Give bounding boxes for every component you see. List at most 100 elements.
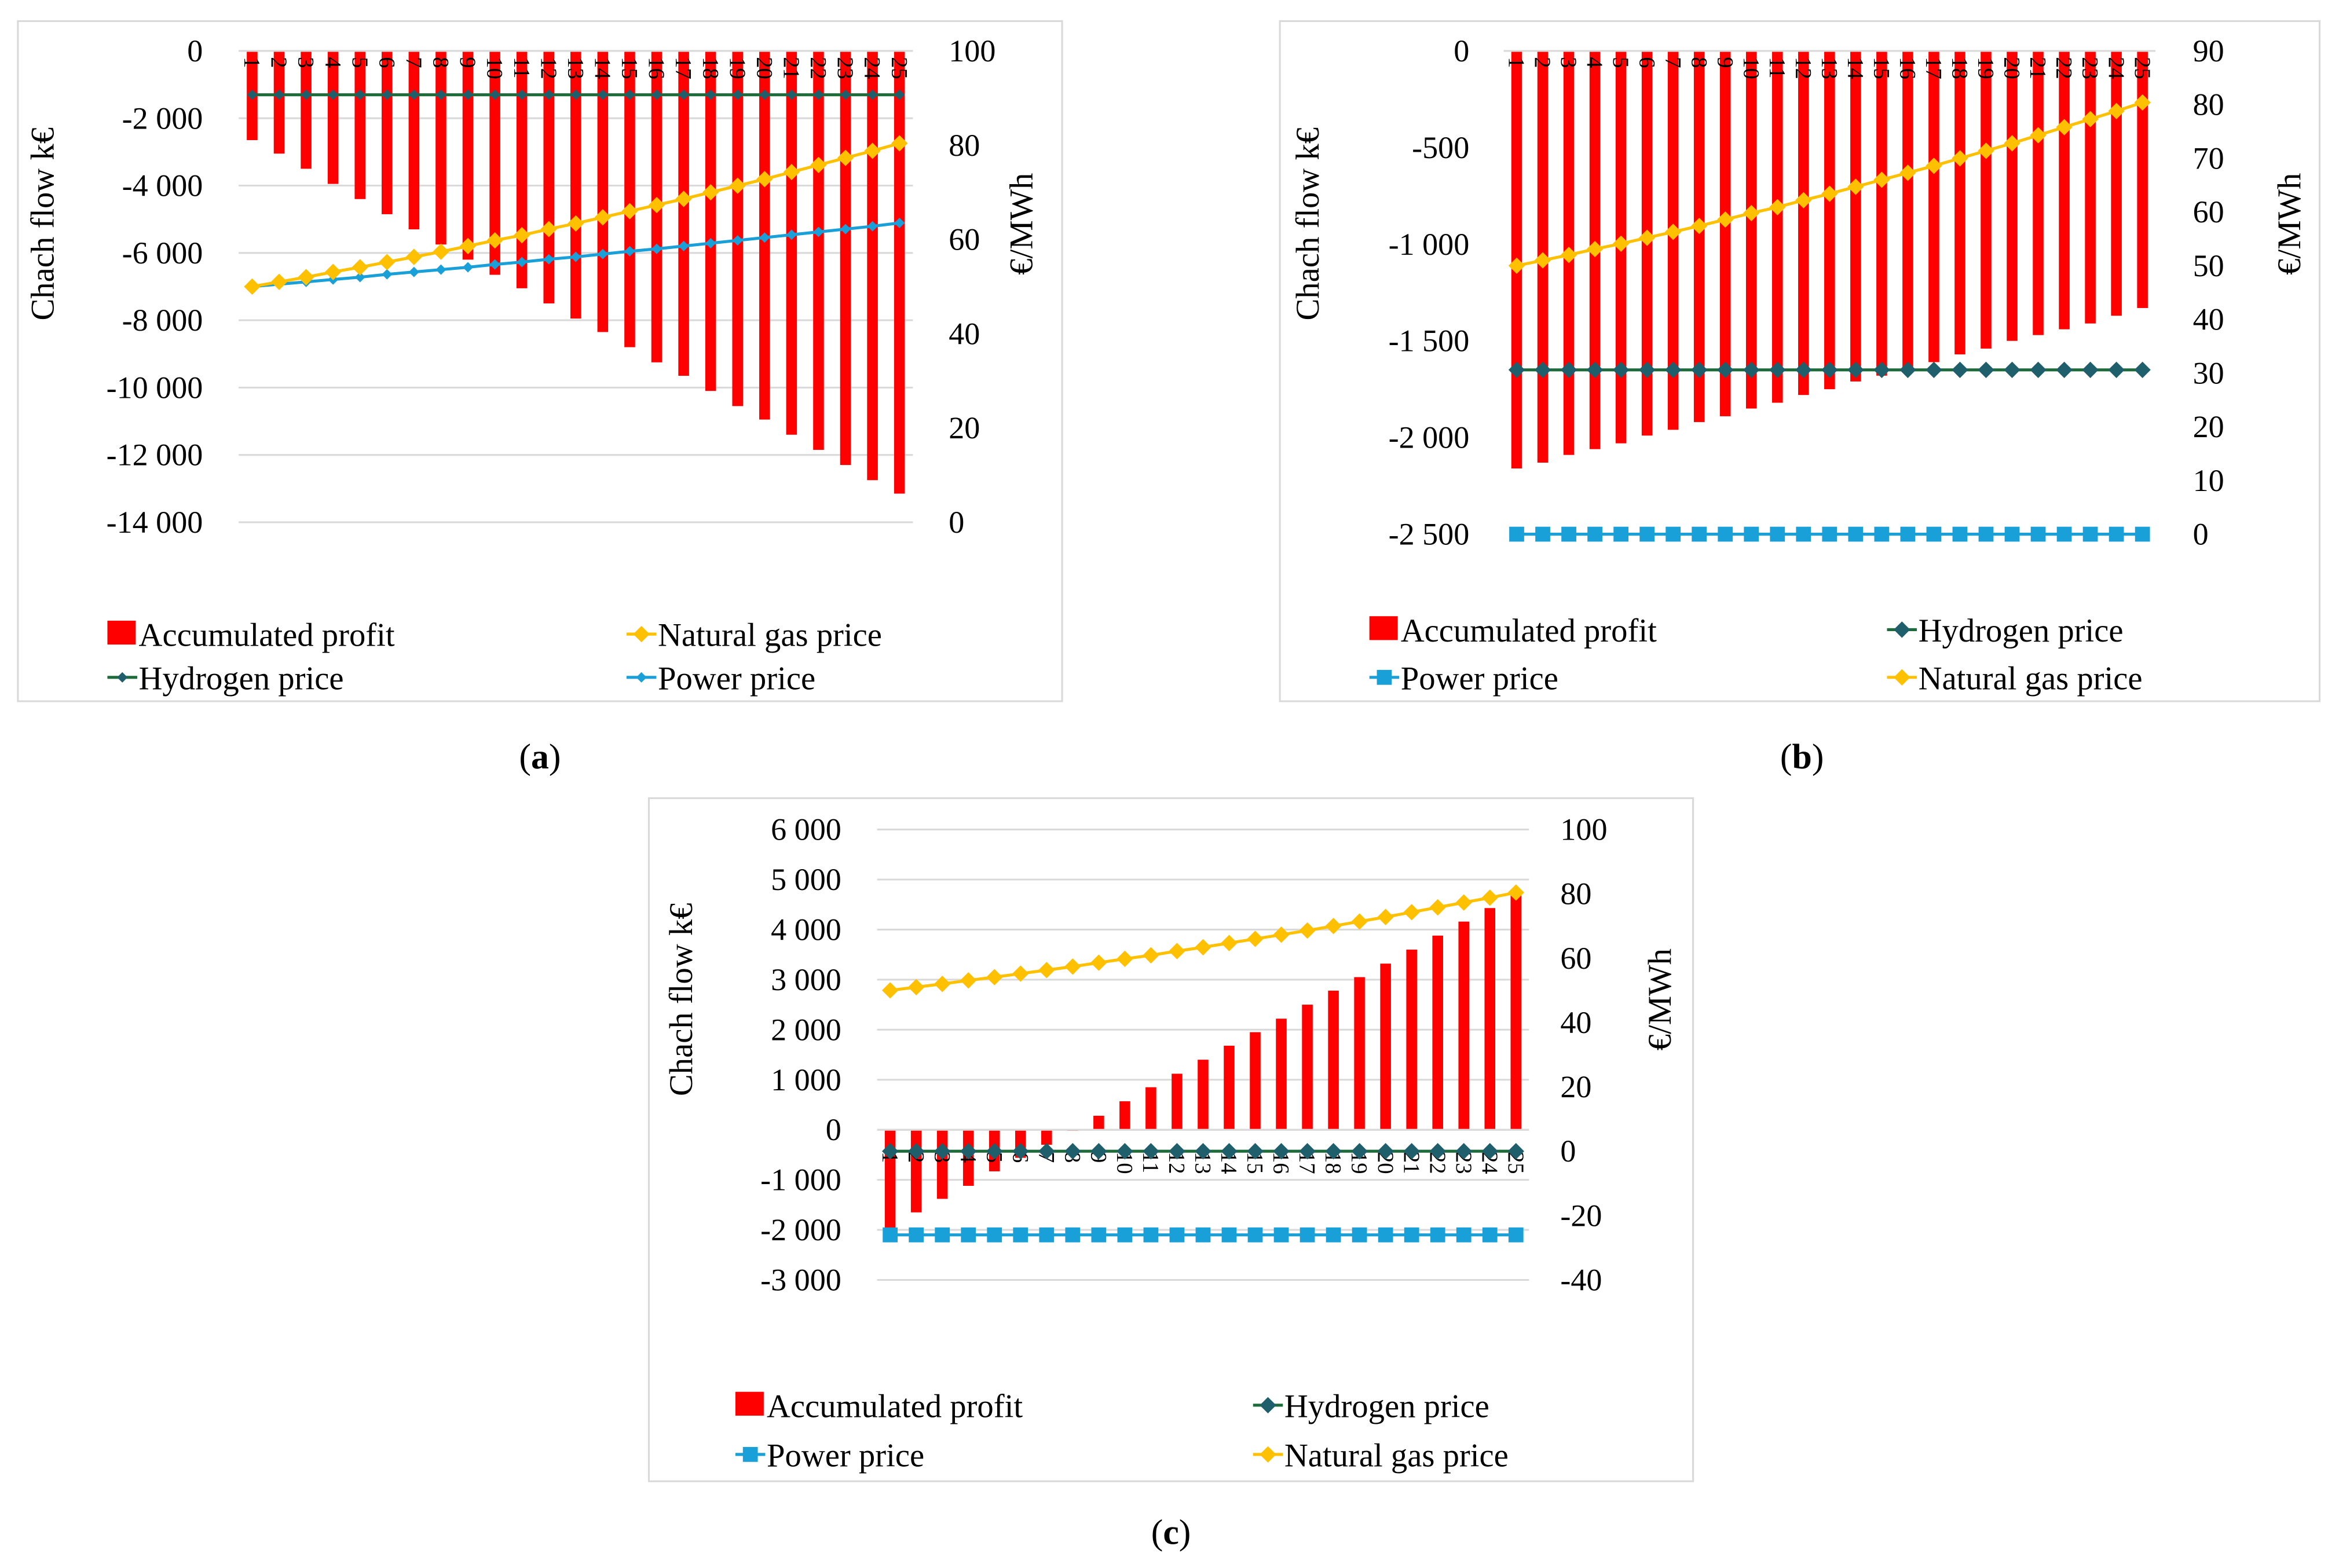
caption-paren: (	[519, 737, 531, 776]
bar-0-10	[1745, 50, 1757, 409]
bar-0-20	[2007, 50, 2018, 341]
legend-item: Accumulated profit	[107, 618, 395, 654]
legend-label: Hydrogen price	[1284, 1389, 1489, 1424]
bar-0-11	[516, 50, 528, 288]
bar-0-5	[354, 50, 365, 199]
category-label: 16	[1895, 57, 1920, 79]
point-1-6	[382, 89, 393, 100]
point-2-16	[1900, 526, 1916, 542]
point-1-18	[705, 89, 716, 100]
point-3-8	[1691, 218, 1708, 235]
legend-item: Power price	[1369, 661, 1558, 697]
point-2-22	[1430, 1227, 1445, 1243]
point-1-9	[1090, 1143, 1107, 1160]
point-2-4	[1587, 526, 1602, 542]
category-label: 20	[2000, 57, 2024, 79]
category-label: 7	[1660, 57, 1685, 68]
left-tick-label: 5 000	[771, 862, 841, 897]
point-3-17	[1926, 157, 1942, 174]
category-label: 5	[1608, 57, 1632, 68]
bar-0-18	[1954, 50, 1965, 355]
category-label: 3	[294, 57, 318, 68]
point-3-22	[810, 156, 827, 174]
chart-frame	[647, 797, 1694, 1482]
point-1-14	[597, 89, 608, 100]
point-1-20	[1377, 1143, 1394, 1160]
point-3-15	[1873, 171, 1890, 188]
right-tick-label: 60	[1560, 941, 1591, 976]
bar-0-23	[1458, 921, 1469, 1130]
point-3-12	[540, 221, 557, 237]
point-3-2	[270, 273, 288, 290]
point-3-14	[594, 209, 612, 226]
point-2-25	[1508, 1227, 1524, 1243]
right-tick-label: 30	[2193, 356, 2224, 390]
caption-paren: )	[1812, 737, 1824, 776]
category-label: 17	[1921, 57, 1946, 79]
point-2-20	[759, 232, 770, 243]
left-tick-label: -1 000	[760, 1163, 841, 1197]
right-tick-label: 20	[2193, 409, 2224, 444]
point-2-7	[1666, 526, 1681, 542]
point-1-25	[894, 89, 905, 100]
point-1-5	[986, 1143, 1003, 1160]
right-tick-label: 0	[2193, 517, 2209, 552]
bar-0-7	[408, 50, 420, 230]
category-label: 22	[2052, 57, 2076, 79]
point-1-16	[1273, 1143, 1290, 1160]
bar-0-14	[1224, 1045, 1235, 1130]
point-3-11	[513, 227, 530, 244]
bar-0-14	[1850, 50, 1861, 382]
category-label: 14	[1843, 57, 1867, 79]
category-label: 9	[455, 57, 479, 68]
bar-0-9	[462, 50, 474, 260]
point-1-2	[907, 1143, 925, 1160]
point-1-14	[1221, 1143, 1238, 1160]
left-tick-label: -3 000	[760, 1263, 841, 1298]
point-2-12	[1169, 1227, 1185, 1243]
bar-0-18	[705, 50, 716, 391]
point-2-9	[462, 262, 474, 273]
point-3-25	[1507, 884, 1524, 901]
category-label: 2	[266, 57, 291, 68]
category-label: 25	[2130, 57, 2154, 79]
point-3-22	[2056, 119, 2073, 135]
panel-caption: (b)	[1780, 737, 1824, 776]
point-2-5	[1613, 526, 1628, 542]
bar-0-16	[1276, 1019, 1287, 1130]
point-2-17	[1300, 1227, 1315, 1243]
point-1-11	[517, 89, 528, 100]
point-1-17	[1299, 1143, 1316, 1160]
left-tick-label: -8 000	[122, 303, 203, 338]
bar-0-10	[1119, 1101, 1130, 1130]
y2-axis-title: €/MWh	[1004, 173, 1040, 275]
left-tick-label: -4 000	[122, 168, 203, 203]
legend-item: Accumulated profit	[1369, 613, 1657, 649]
caption-paren: )	[1179, 1512, 1191, 1552]
legend-swatch	[1369, 616, 1398, 640]
category-label: 6	[1634, 57, 1659, 68]
legend-label: Power price	[767, 1438, 924, 1474]
point-3-19	[1351, 913, 1368, 930]
point-1-24	[867, 89, 878, 100]
bar-0-2	[910, 1130, 922, 1212]
category-label: 11	[509, 57, 533, 78]
point-1-1	[247, 89, 258, 100]
point-3-17	[1299, 922, 1316, 939]
bar-0-17	[678, 50, 689, 376]
legend-item: Natural gas price	[1253, 1438, 1509, 1474]
point-1-2	[273, 89, 285, 100]
legend-item: Power price	[735, 1438, 924, 1474]
point-2-2	[1535, 526, 1550, 542]
right-tick-label: 60	[2193, 195, 2224, 229]
point-3-1	[244, 278, 261, 295]
legend-marker	[1260, 1397, 1276, 1414]
point-3-6	[379, 254, 396, 270]
right-tick-label: 80	[2193, 87, 2224, 122]
category-label: 10	[1738, 57, 1763, 79]
point-1-7	[408, 89, 419, 100]
legend-label: Natural gas price	[1284, 1438, 1509, 1474]
point-3-25	[2134, 94, 2151, 111]
bar-0-7	[1041, 1130, 1052, 1145]
y2-axis-title: €/MWh	[1642, 948, 1678, 1050]
